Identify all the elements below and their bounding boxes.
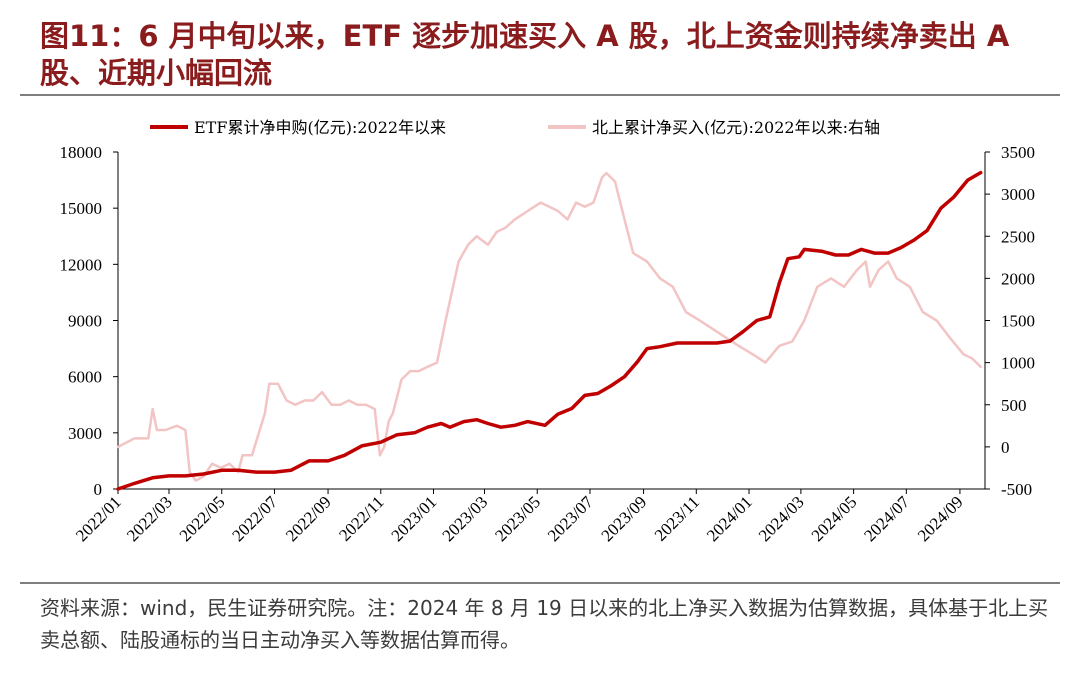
y-left-tick-label: 12000 bbox=[60, 255, 103, 274]
x-tick-label: 2022/09 bbox=[282, 492, 335, 545]
top-rule bbox=[20, 94, 1060, 96]
legend: ETF累计净申购(亿元):2022年以来 北上累计净买入(亿元):2022年以来… bbox=[150, 118, 880, 137]
axes: 0 3000 6000 9000 12000 15000 18000 -500 0 500 1000… bbox=[60, 143, 1036, 545]
x-tick-label: 2022/11 bbox=[335, 492, 387, 544]
legend-label-etf: ETF累计净申购(亿元):2022年以来 bbox=[194, 118, 446, 137]
x-tick-label: 2023/03 bbox=[438, 492, 491, 545]
y-left-tick-label: 18000 bbox=[60, 143, 103, 162]
x-tick-label: 2022/01 bbox=[72, 492, 125, 545]
y-right-tick-label: 3000 bbox=[1001, 185, 1035, 204]
x-tick-label: 2024/05 bbox=[808, 492, 861, 545]
x-tick-label: 2023/01 bbox=[387, 492, 440, 545]
y-right-tick-label: 3500 bbox=[1001, 143, 1035, 162]
x-tick-label: 2024/01 bbox=[703, 492, 756, 545]
y-right-tick-label: -500 bbox=[1001, 480, 1032, 499]
y-left-tick-label: 15000 bbox=[60, 199, 103, 218]
series-layer bbox=[116, 170, 983, 491]
y-right-tick-label: 2500 bbox=[1001, 227, 1035, 246]
y-right-tick-label: 2000 bbox=[1001, 269, 1035, 288]
x-tick-label: 2024/03 bbox=[755, 492, 808, 545]
source-note: 资料来源：wind，民生证券研究院。注：2024 年 8 月 19 日以来的北上… bbox=[40, 596, 1049, 652]
x-tick-label: 2024/07 bbox=[860, 492, 913, 545]
x-tick-label: 2023/07 bbox=[544, 492, 597, 545]
y-right-tick-label: 0 bbox=[1001, 438, 1010, 457]
y-right-tick-label: 1000 bbox=[1001, 354, 1035, 373]
x-tick-label: 2023/05 bbox=[491, 492, 544, 545]
x-tick-label: 2024/09 bbox=[914, 492, 967, 545]
y-right-tick-label: 1500 bbox=[1001, 312, 1035, 331]
y-right-tick-label: 500 bbox=[1001, 396, 1027, 415]
x-tick-label: 2023/11 bbox=[651, 492, 703, 544]
x-tick-label: 2022/07 bbox=[228, 492, 281, 545]
y-left-tick-label: 3000 bbox=[68, 424, 102, 443]
y-left-tick-label: 0 bbox=[94, 480, 103, 499]
bottom-rule bbox=[20, 582, 1060, 584]
figure-title: 图11：6 月中旬以来，ETF 逐步加速买入 A 股，北上资金则持续净卖出 A … bbox=[40, 19, 1010, 90]
x-tick-label: 2023/09 bbox=[598, 492, 651, 545]
x-tick-label: 2022/03 bbox=[123, 492, 176, 545]
legend-label-north: 北上累计净买入(亿元):2022年以来:右轴 bbox=[592, 118, 880, 137]
y-left-tick-label: 6000 bbox=[68, 368, 102, 387]
series-line-etf bbox=[116, 170, 983, 491]
series-line-north bbox=[116, 171, 982, 482]
x-tick-label: 2022/05 bbox=[176, 492, 229, 545]
y-left-tick-label: 9000 bbox=[68, 312, 102, 331]
